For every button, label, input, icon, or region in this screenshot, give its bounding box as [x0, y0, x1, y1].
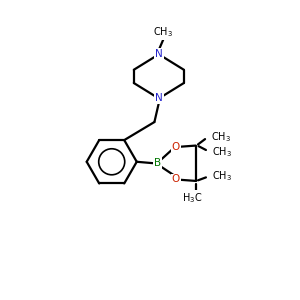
Text: H$_3$C: H$_3$C [182, 191, 202, 205]
Text: O: O [172, 174, 180, 184]
Text: CH$_3$: CH$_3$ [211, 130, 231, 144]
Text: O: O [172, 142, 180, 152]
Text: CH$_3$: CH$_3$ [212, 169, 232, 182]
Text: CH$_3$: CH$_3$ [153, 25, 173, 39]
Text: B: B [154, 158, 161, 168]
Text: N: N [155, 49, 163, 59]
Text: CH$_3$: CH$_3$ [212, 145, 232, 159]
Text: N: N [155, 94, 163, 103]
